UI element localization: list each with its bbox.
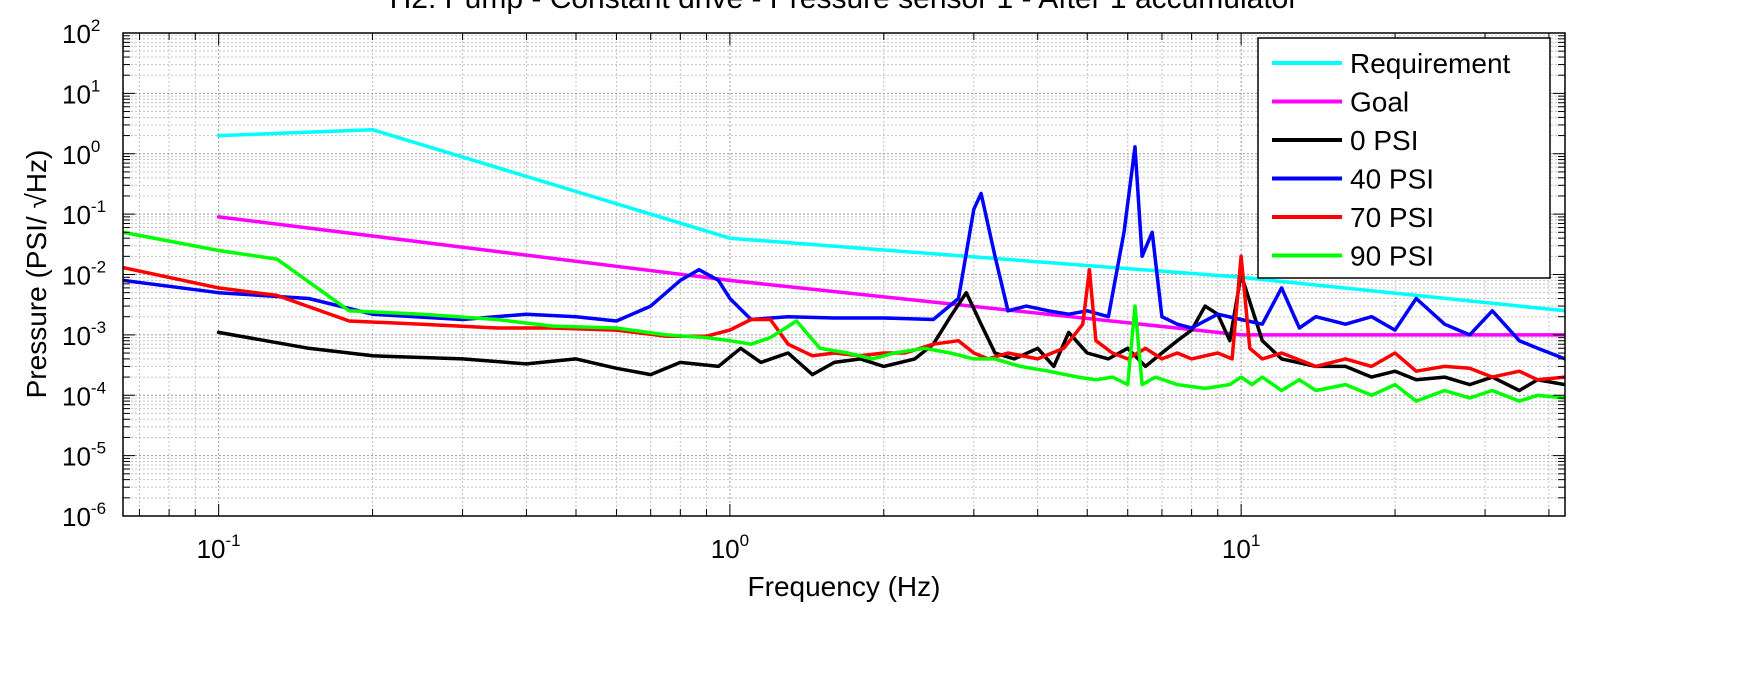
y-tick-label: 10-4 — [62, 378, 106, 411]
legend-label: Requirement — [1350, 48, 1511, 79]
legend-label: 90 PSI — [1350, 241, 1434, 272]
series-line-1 — [216, 215, 1565, 337]
y-tick-label: 100 — [62, 137, 100, 170]
series-line-5 — [123, 230, 1565, 403]
ticks — [123, 32, 1565, 517]
series-line-0 — [216, 127, 1565, 313]
series-line-3 — [123, 145, 1565, 361]
legend: Requirement Goal 0 PSI 40 PSI 70 PSI 90 PSI — [1257, 37, 1551, 279]
x-tick-label: 10-1 — [197, 531, 241, 564]
series-line-2 — [216, 272, 1565, 393]
y-tick-label: 101 — [62, 76, 100, 109]
tick-labels: 10-1 100 101 10-6 10-5 10-4 10-3 10-2 10-1 100 101… — [62, 16, 1260, 564]
y-tick-label: 102 — [62, 16, 100, 49]
y-axis-label: Pressure (PSI/ √Hz) — [21, 150, 52, 399]
legend-label: Goal — [1350, 87, 1409, 118]
legend-label: 0 PSI — [1350, 125, 1418, 156]
x-tick-label: 100 — [711, 531, 749, 564]
chart-title: H2: Pump - Constant drive - Pressure sen… — [390, 0, 1299, 15]
legend-box — [1257, 37, 1551, 279]
series-group — [123, 127, 1565, 403]
y-tick-label: 10-1 — [62, 197, 106, 230]
legend-label: 70 PSI — [1350, 202, 1434, 233]
x-axis-label: Frequency (Hz) — [748, 571, 941, 602]
legend-label: 40 PSI — [1350, 164, 1434, 195]
y-tick-label: 10-5 — [62, 439, 106, 472]
x-tick-label: 101 — [1222, 531, 1260, 564]
y-tick-label: 10-3 — [62, 318, 106, 351]
y-tick-label: 10-2 — [62, 258, 106, 291]
y-tick-label: 10-6 — [62, 499, 106, 532]
